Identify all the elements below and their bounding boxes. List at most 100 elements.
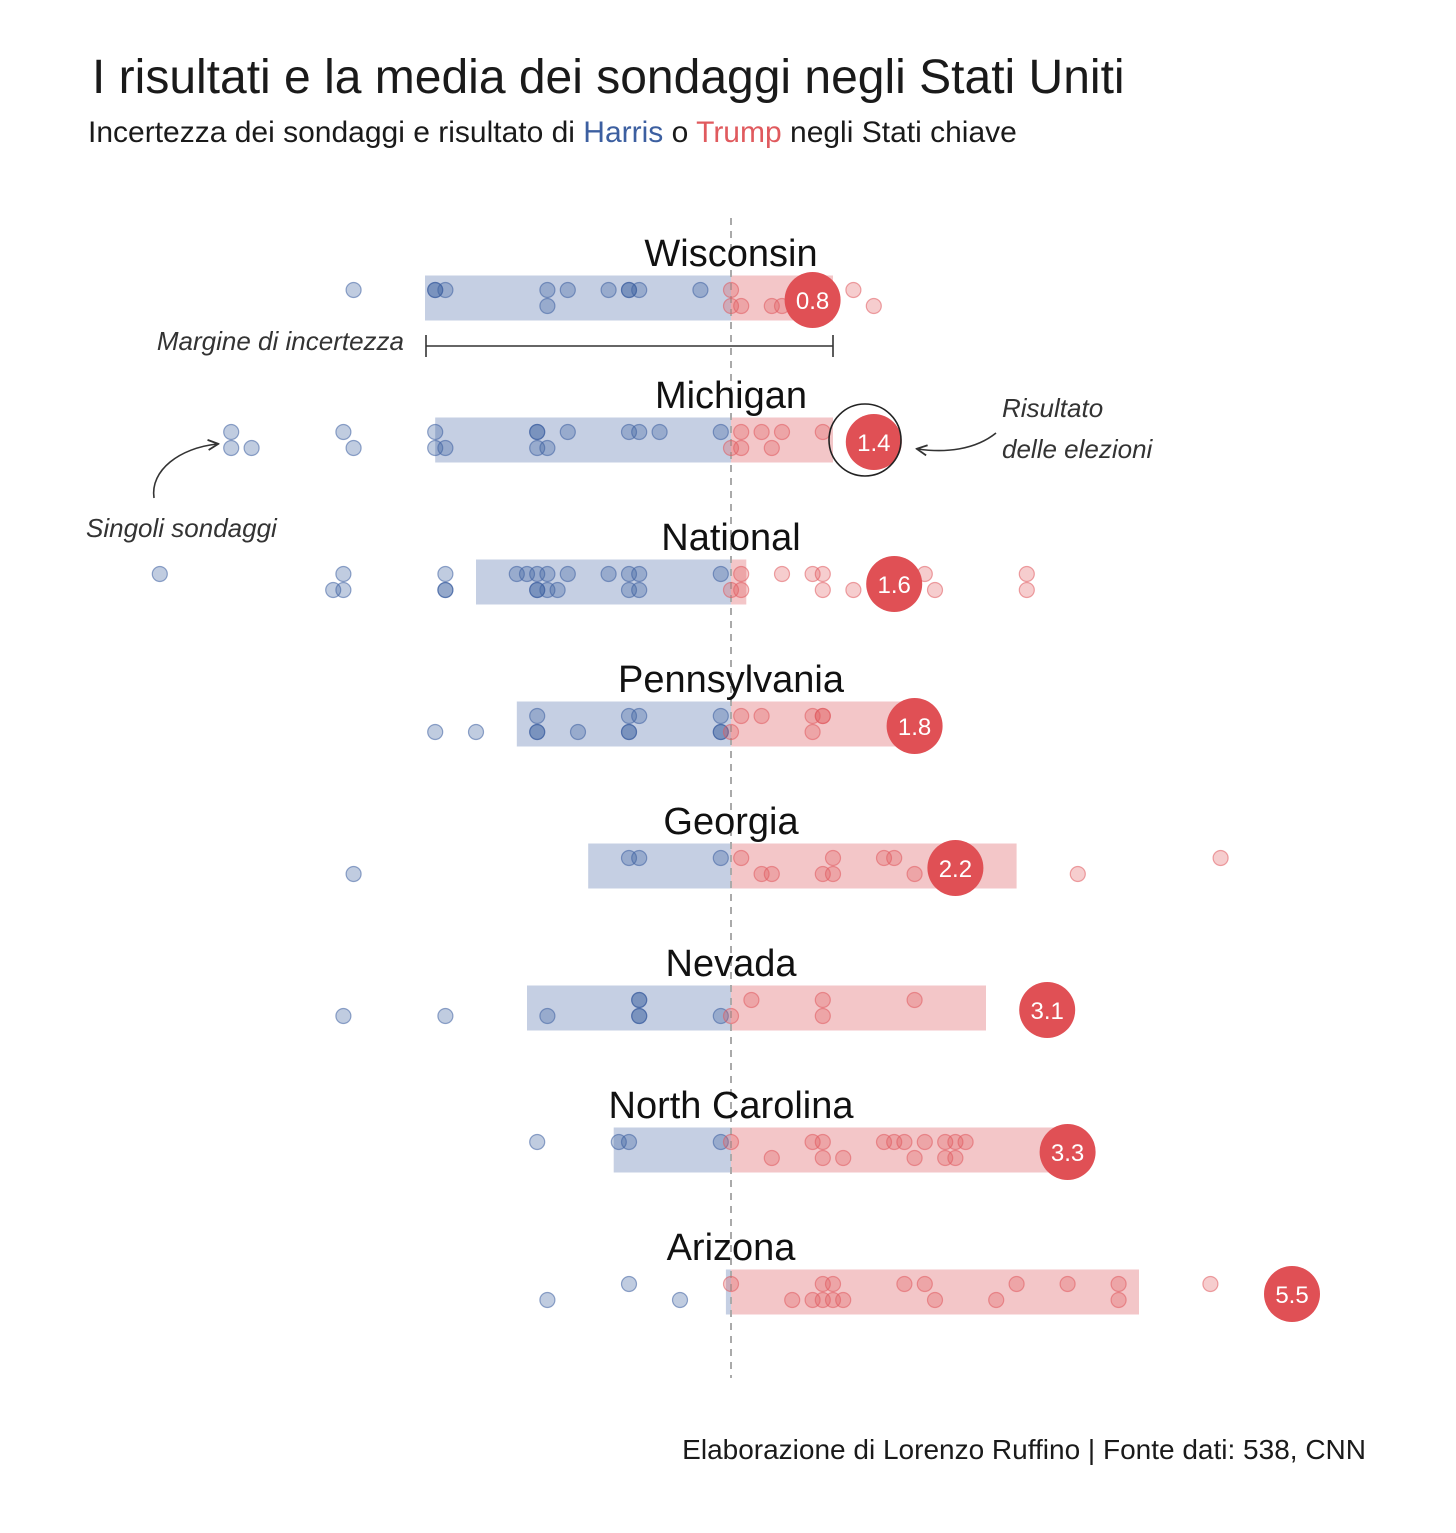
state-label-georgia: Georgia	[663, 801, 799, 843]
labels-layer: Wisconsin Michigan National Pennsylvania Geo…	[609, 233, 855, 1269]
state-label-national: National	[661, 517, 800, 559]
poll-dot-nevada	[631, 991, 648, 1009]
poll-dot-national	[549, 581, 566, 599]
poll-dot-north-carolina	[814, 1149, 831, 1167]
poll-dot-national	[712, 565, 729, 583]
poll-dot-nevada	[906, 991, 923, 1009]
poll-dot-pennsylvania	[814, 707, 831, 725]
poll-dot-national	[559, 565, 576, 583]
polls-annotation: Singoli sondaggi	[86, 444, 278, 543]
poll-dot-pennsylvania	[529, 707, 546, 725]
state-label-michigan: Michigan	[655, 375, 807, 417]
poll-dot-arizona	[620, 1275, 638, 1293]
chart-title: I risultati e la media dei sondaggi negl…	[92, 51, 1125, 104]
poll-dot-north-carolina	[763, 1149, 780, 1167]
poll-dot-michigan	[753, 423, 770, 441]
result-value-michigan: 1.4	[857, 430, 890, 457]
result-annotation-line2: delle elezioni	[1002, 434, 1154, 464]
poll-dot-wisconsin	[427, 281, 444, 299]
poll-dot-national	[814, 565, 831, 583]
result-circle-north-carolina	[1039, 1124, 1096, 1180]
poll-dot-wisconsin	[539, 281, 556, 299]
result-circle-national	[866, 556, 923, 612]
poll-dot-pennsylvania	[631, 707, 648, 725]
poll-dot-georgia	[1212, 849, 1229, 867]
state-label-wisconsin: Wisconsin	[644, 233, 817, 275]
poll-dot-michigan	[427, 423, 444, 441]
poll-dot-pennsylvania	[620, 723, 638, 741]
state-label-nevada: Nevada	[666, 943, 798, 985]
polls-annotation-arrow	[152, 444, 217, 499]
result-annotation-arrow	[918, 432, 997, 451]
result-value-north-carolina: 3.3	[1051, 1140, 1084, 1167]
poll-dot-national	[1018, 581, 1035, 599]
poll-dot-pennsylvania	[467, 723, 485, 741]
poll-dot-national	[437, 581, 454, 599]
chart-subtitle: Incertezza dei sondaggi e risultato di H…	[88, 116, 1017, 150]
poll-dot-michigan	[437, 439, 454, 457]
poll-dot-national	[335, 581, 352, 599]
poll-dot-national	[845, 581, 862, 599]
poll-dot-national	[814, 581, 831, 599]
poll-dot-georgia	[824, 865, 842, 883]
poll-dot-michigan	[529, 423, 546, 441]
poll-dot-michigan	[223, 439, 240, 457]
poll-dot-nevada	[743, 991, 760, 1009]
poll-dot-georgia	[824, 849, 842, 867]
subtitle-trump: Trump	[696, 116, 782, 149]
poll-dot-wisconsin	[865, 297, 882, 315]
source-footer: Elaborazione di Lorenzo Ruffino | Fonte …	[682, 1434, 1366, 1465]
poll-dot-national	[539, 565, 556, 583]
poll-dot-wisconsin	[631, 281, 648, 299]
poll-dot-arizona	[1059, 1275, 1076, 1293]
poll-dot-national	[335, 565, 352, 583]
poll-dot-wisconsin	[722, 281, 740, 299]
poll-dot-michigan	[345, 439, 362, 457]
poll-dot-arizona	[835, 1291, 852, 1309]
band-harris-nevada	[527, 985, 731, 1031]
poll-dot-arizona	[1008, 1275, 1025, 1293]
band-harris-wisconsin	[425, 275, 731, 321]
poll-dot-georgia	[631, 849, 648, 867]
poll-dot-wisconsin	[692, 281, 709, 299]
subtitle-before: Incertezza dei sondaggi e risultato di	[88, 116, 584, 149]
poll-dot-arizona	[896, 1275, 913, 1293]
result-value-arizona: 5.5	[1275, 1282, 1308, 1309]
poll-dot-pennsylvania	[569, 723, 587, 741]
poll-dot-michigan	[733, 439, 750, 457]
poll-dot-georgia	[886, 849, 903, 867]
margin-annotation: Margine di incertezza	[157, 326, 834, 357]
band-harris-georgia	[588, 843, 731, 889]
result-value-national: 1.6	[878, 572, 911, 599]
poll-dot-wisconsin	[600, 281, 617, 299]
poll-dot-michigan	[814, 423, 831, 441]
poll-dot-michigan	[763, 439, 780, 457]
poll-dot-michigan	[773, 423, 791, 441]
result-value-wisconsin: 0.8	[796, 288, 829, 315]
poll-dot-north-carolina	[835, 1149, 852, 1167]
poll-dot-pennsylvania	[712, 707, 729, 725]
poll-dot-michigan	[631, 423, 648, 441]
poll-dot-pennsylvania	[804, 723, 821, 741]
poll-dot-michigan	[243, 439, 260, 457]
poll-dot-nevada	[814, 1007, 831, 1025]
poll-dot-arizona	[1110, 1291, 1127, 1309]
result-annotation-line1: Risultato	[1002, 393, 1103, 423]
poll-dot-pennsylvania	[722, 723, 740, 741]
poll-dot-north-carolina	[906, 1149, 923, 1167]
band-harris-pennsylvania	[516, 701, 731, 747]
poll-dot-north-carolina	[957, 1133, 974, 1151]
poll-dot-north-carolina	[722, 1133, 740, 1151]
band-harris-national	[476, 559, 731, 605]
poll-dot-north-carolina	[529, 1133, 546, 1151]
poll-dot-michigan	[733, 423, 750, 441]
poll-dot-arizona	[722, 1275, 740, 1293]
results-layer: 0.8 1.4 1.6 1.8 2.2 3.1 3.3 5.5	[784, 272, 1320, 1322]
poll-dot-georgia	[763, 865, 780, 883]
poll-dot-michigan	[712, 423, 729, 441]
poll-dot-national	[733, 565, 750, 583]
poll-dot-georgia	[345, 865, 362, 883]
result-circle-wisconsin	[784, 272, 841, 328]
poll-dot-arizona	[671, 1291, 689, 1309]
